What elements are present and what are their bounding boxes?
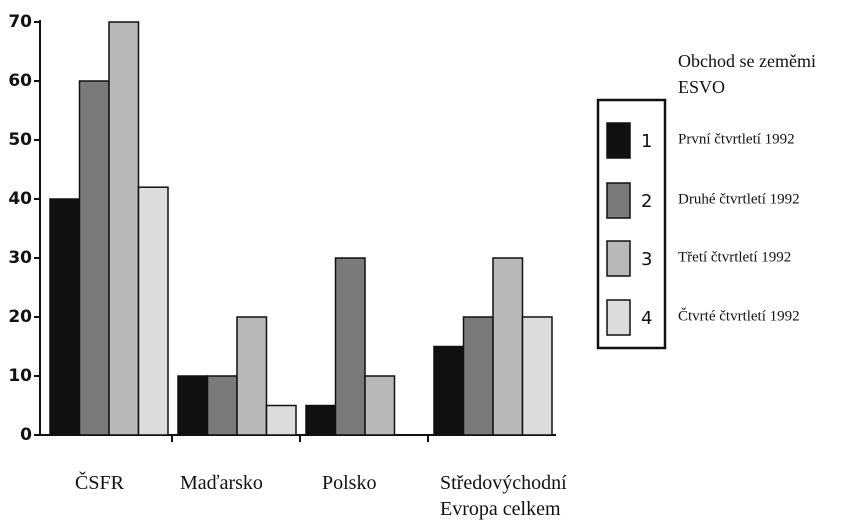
legend-swatch bbox=[606, 182, 631, 219]
bar bbox=[305, 404, 337, 436]
bar bbox=[177, 375, 209, 436]
bar bbox=[433, 345, 465, 436]
y-tick-label: 50 bbox=[8, 130, 32, 150]
y-tick-label: 30 bbox=[8, 248, 32, 268]
y-tick-label: 70 bbox=[8, 12, 32, 32]
bar bbox=[334, 257, 366, 436]
y-tick-label: 0 bbox=[20, 425, 32, 445]
legend-key: 4 bbox=[641, 308, 652, 329]
y-tick-label: 60 bbox=[8, 71, 32, 91]
bar bbox=[206, 375, 238, 436]
legend-label: Čtvrté čtvrtletí 1992 bbox=[678, 307, 800, 324]
legend-label: Druhé čtvrtletí 1992 bbox=[678, 191, 800, 207]
x-tick-label: ČSFR bbox=[75, 472, 124, 494]
legend-key: 1 bbox=[641, 131, 652, 152]
legend-swatch bbox=[606, 240, 631, 277]
legend-swatch bbox=[606, 122, 631, 159]
x-tick-label: Polsko bbox=[322, 472, 377, 494]
legend-swatch bbox=[606, 299, 631, 336]
legend-box bbox=[596, 98, 667, 350]
bar bbox=[236, 316, 268, 436]
legend-key: 2 bbox=[641, 191, 652, 212]
bar bbox=[137, 186, 169, 436]
x-tick-label: Maďarsko bbox=[180, 472, 263, 494]
legend-key: 3 bbox=[641, 249, 652, 270]
y-tick-label: 20 bbox=[8, 307, 32, 327]
legend-title: Obchod se zeměmi ESVO bbox=[678, 51, 816, 97]
y-tick-label: 10 bbox=[8, 366, 32, 386]
y-tick-label: 40 bbox=[8, 189, 32, 209]
bar bbox=[462, 316, 494, 436]
x-tick-label: Středovýchodní Evropa celkem bbox=[440, 472, 567, 520]
legend-label: Třetí čtvrtletí 1992 bbox=[678, 249, 791, 265]
bar bbox=[49, 198, 81, 436]
bar bbox=[364, 375, 396, 436]
bar bbox=[108, 21, 140, 436]
bar bbox=[521, 316, 553, 436]
bar bbox=[78, 80, 110, 436]
bar bbox=[265, 404, 297, 436]
bar bbox=[492, 257, 524, 436]
legend-label: První čtvrtletí 1992 bbox=[678, 131, 795, 147]
